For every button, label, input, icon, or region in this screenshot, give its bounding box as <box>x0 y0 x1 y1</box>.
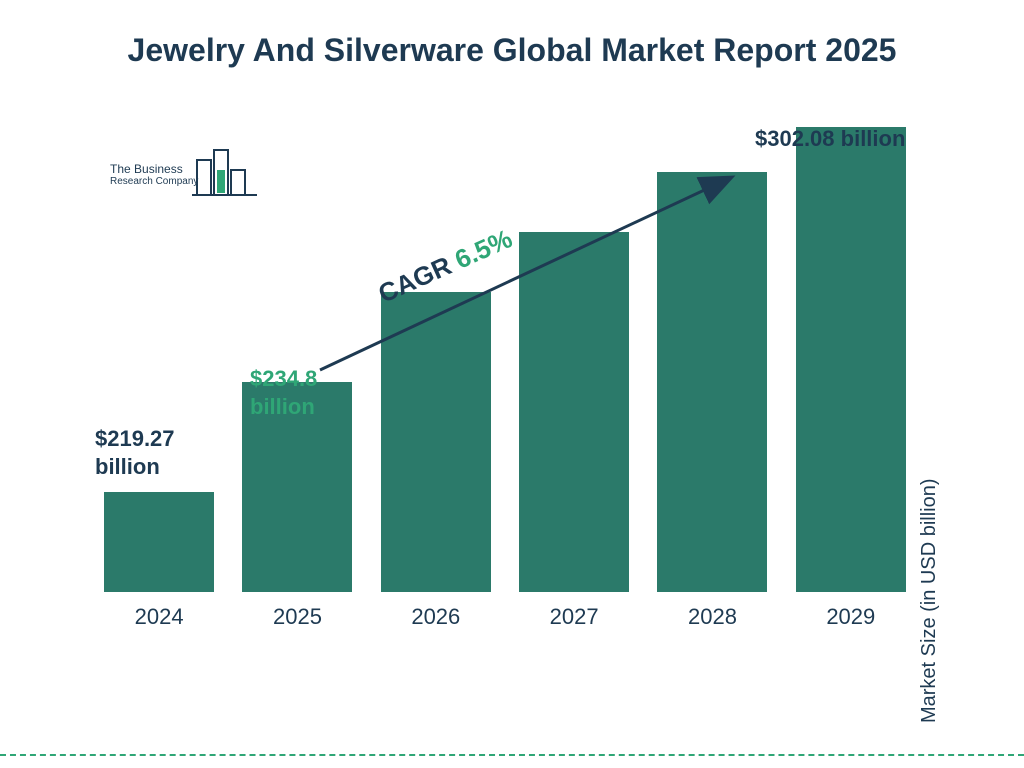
y-axis-label: Market Size (in USD billion) <box>919 479 942 724</box>
bar <box>519 232 629 592</box>
value-label: $234.8 billion <box>250 365 360 420</box>
x-axis-label: 2028 <box>688 604 737 630</box>
bar-group: 2029 <box>791 127 911 630</box>
x-axis-label: 2024 <box>135 604 184 630</box>
x-axis-label: 2029 <box>826 604 875 630</box>
chart-area: 202420252026202720282029 Market Size (in… <box>90 130 920 690</box>
bar-group: 2026 <box>376 292 496 630</box>
bar-group: 2028 <box>652 172 772 630</box>
bar <box>381 292 491 592</box>
x-axis-label: 2027 <box>550 604 599 630</box>
bar <box>104 492 214 592</box>
bar <box>796 127 906 592</box>
bar-group: 2024 <box>99 492 219 630</box>
chart-title: Jewelry And Silverware Global Market Rep… <box>0 0 1024 82</box>
x-axis-label: 2026 <box>411 604 460 630</box>
bars-container: 2024 2025 2026 2027 2028 2029 <box>90 150 920 630</box>
bar <box>657 172 767 592</box>
bar-group: 2027 <box>514 232 634 630</box>
value-label: $219.27 billion <box>95 425 215 480</box>
bottom-divider <box>0 754 1024 756</box>
x-axis-label: 2025 <box>273 604 322 630</box>
value-label: $302.08 billion <box>755 125 935 153</box>
